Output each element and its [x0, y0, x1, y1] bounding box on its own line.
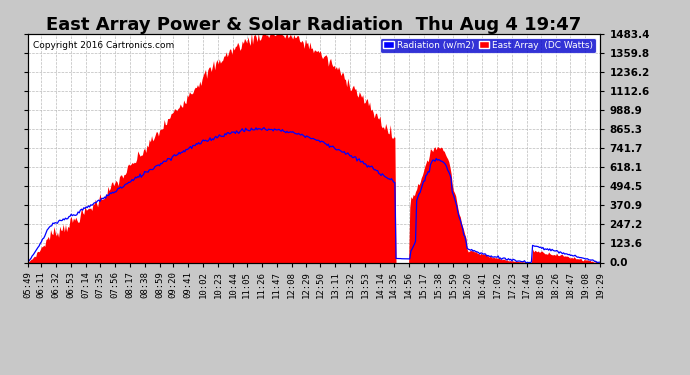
Text: Copyright 2016 Cartronics.com: Copyright 2016 Cartronics.com	[33, 40, 175, 50]
Legend: Radiation (w/m2), East Array  (DC Watts): Radiation (w/m2), East Array (DC Watts)	[380, 38, 595, 53]
Title: East Array Power & Solar Radiation  Thu Aug 4 19:47: East Array Power & Solar Radiation Thu A…	[46, 16, 582, 34]
